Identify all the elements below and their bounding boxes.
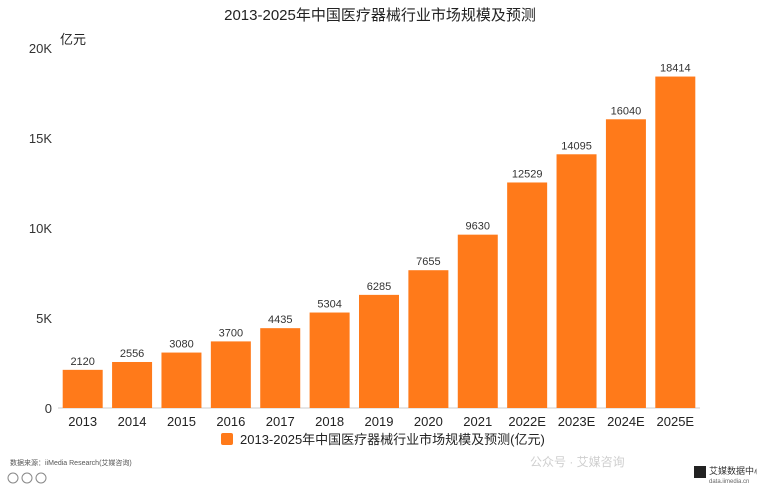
y-tick-label: 20K [29,41,52,56]
chart-title: 2013-2025年中国医疗器械行业市场规模及预测 [224,7,536,24]
bar-2020[interactable] [408,270,449,408]
license-icons [7,472,47,484]
value-label: 3700 [219,327,243,339]
bar-2015[interactable] [161,352,202,408]
x-tick-label: 2024E [607,414,645,429]
bar-2014[interactable] [112,361,153,408]
bar-2017[interactable] [260,328,301,408]
bar-2025E[interactable] [655,76,696,408]
x-tick-label: 2023E [558,414,596,429]
x-tick-label: 2020 [414,414,443,429]
bars [62,76,696,408]
watermark-logo: 艾媒数据中心 data.iimedia.cn [694,465,757,485]
x-tick-label: 2014 [118,414,147,429]
legend[interactable]: 2013-2025年中国医疗器械行业市场规模及预测(亿元) [221,432,545,447]
x-axis: 2013 2014 2015 2016 2017 2018 2019 2020 2021 2022… [68,414,694,429]
y-axis: 0 5K 10K 15K 20K [29,41,52,416]
value-label: 12529 [512,168,543,180]
value-label: 9630 [466,221,490,233]
x-tick-label: 2016 [216,414,245,429]
x-tick-label: 2019 [365,414,394,429]
watermark-url: data.iimedia.cn [709,479,749,485]
value-label: 14095 [561,140,592,152]
x-tick-label: 2022E [508,414,546,429]
y-axis-unit: 亿元 [60,32,86,47]
bar-2021[interactable] [457,234,498,408]
cc-icon [7,472,19,484]
bar-2019[interactable] [359,294,399,408]
by-icon [21,472,33,484]
x-tick-label: 2015 [167,414,196,429]
value-label: 2120 [70,356,94,368]
bar-2023E[interactable] [556,154,597,408]
value-label: 7655 [416,256,440,268]
bar-2016[interactable] [210,341,251,408]
watermark-title: 艾媒数据中心 [709,465,757,476]
value-labels: 2120 2556 3080 3700 4435 5304 6285 7655 9630 1252… [70,63,690,368]
value-label: 2556 [120,348,144,360]
value-label: 6285 [367,281,391,293]
x-tick-label: 2013 [68,414,97,429]
value-label: 18414 [660,63,691,75]
bar-2024E[interactable] [605,119,646,408]
value-label: 4435 [268,314,292,326]
logo-icon [694,466,706,478]
value-label: 3080 [169,339,193,351]
legend-swatch [221,433,233,445]
nc-icon [35,472,47,484]
x-tick-label: 2025E [657,414,695,429]
x-tick-label: 2021 [463,414,492,429]
y-tick-label: 5K [36,311,52,326]
bar-2013[interactable] [62,369,103,408]
value-label: 16040 [611,105,642,117]
bar-2018[interactable] [309,312,350,408]
y-tick-label: 15K [29,131,52,146]
y-tick-label: 0 [45,401,52,416]
y-tick-label: 10K [29,221,52,236]
legend-label: 2013-2025年中国医疗器械行业市场规模及预测(亿元) [240,432,545,447]
x-tick-label: 2018 [315,414,344,429]
source-text: 数据来源：iiMedia Research(艾媒咨询) [10,458,132,467]
faint-watermark: 公众号 · 艾媒咨询 [530,454,625,469]
value-label: 5304 [317,299,341,311]
bar-2022E[interactable] [507,182,548,408]
x-tick-label: 2017 [266,414,295,429]
